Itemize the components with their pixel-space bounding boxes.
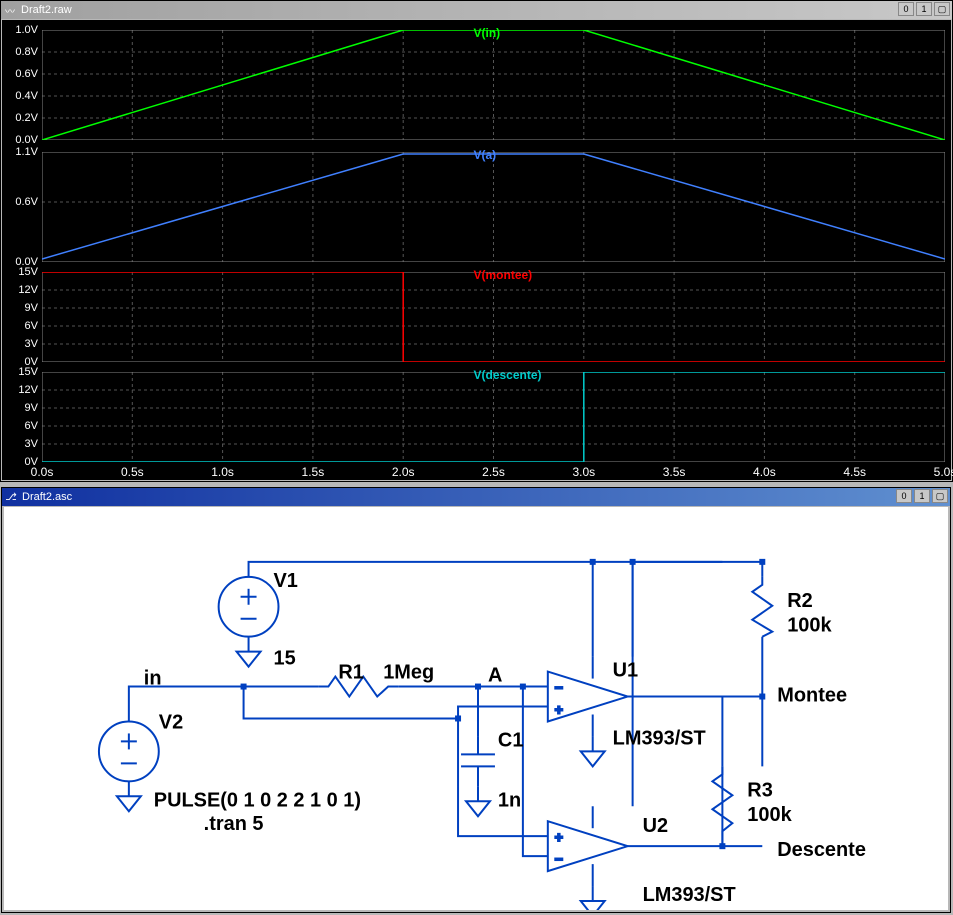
waveform-pane[interactable] <box>42 152 947 262</box>
y-axis-tick: 12V <box>2 284 38 296</box>
x-axis-tick: 4.0s <box>753 465 776 479</box>
x-axis-tick: 0.5s <box>121 465 144 479</box>
y-axis-tick: 0.6V <box>2 196 38 208</box>
schematic-canvas[interactable]: − + + − V1 15 V2 <box>4 507 948 910</box>
y-axis-tick: 12V <box>2 384 38 396</box>
label-v1: V1 <box>274 570 298 592</box>
x-axis-tick: 3.5s <box>663 465 686 479</box>
waveform-btn-max[interactable]: ▢ <box>934 2 950 16</box>
y-axis-tick: 0.0V <box>2 134 38 146</box>
ground-icon <box>117 652 605 910</box>
label-r2-val: 100k <box>787 615 832 637</box>
component-v2[interactable] <box>99 721 159 781</box>
netlabel-descente: Descente <box>777 839 866 861</box>
svg-text:−: − <box>555 851 563 867</box>
x-axis-tick: 2.5s <box>482 465 505 479</box>
component-v1[interactable] <box>219 577 279 637</box>
trace-label[interactable]: V(montee) <box>474 268 533 282</box>
waveform-app-icon: 〰 <box>3 3 17 17</box>
y-axis-tick: 15V <box>2 366 38 378</box>
label-c1-val: 1n <box>498 789 521 811</box>
waveform-btn-1[interactable]: 1 <box>916 2 932 16</box>
label-u2: U2 <box>643 815 669 837</box>
x-axis-tick: 1.5s <box>302 465 325 479</box>
y-axis-tick: 9V <box>2 302 38 314</box>
netlabel-in: in <box>144 668 162 690</box>
schematic-btn-max[interactable]: ▢ <box>932 489 948 503</box>
schematic-titlebar[interactable]: ⎇ Draft2.asc 0 1 ▢ <box>2 488 950 506</box>
label-r3-val: 100k <box>747 804 792 826</box>
waveform-title-text: Draft2.raw <box>21 4 72 16</box>
y-axis-tick: 6V <box>2 320 38 332</box>
schematic-labels: V1 15 V2 PULSE(0 1 0 2 2 1 0 1) .tran 5 … <box>144 570 866 906</box>
label-v1-val: 15 <box>274 648 296 670</box>
waveform-plot-area[interactable]: V(in)0.0V0.2V0.4V0.6V0.8V1.0VV(a)0.0V0.6… <box>2 20 951 480</box>
y-axis-tick: 3V <box>2 438 38 450</box>
x-axis-tick: 1.0s <box>211 465 234 479</box>
label-r3: R3 <box>747 779 773 801</box>
label-r2: R2 <box>787 590 813 612</box>
y-axis-tick: 0.6V <box>2 68 38 80</box>
label-directive: .tran 5 <box>204 813 264 835</box>
y-axis-tick: 0.8V <box>2 46 38 58</box>
trace-label[interactable]: V(in) <box>474 26 501 40</box>
svg-text:+: + <box>555 829 563 845</box>
netlabel-montee: Montee <box>777 685 847 707</box>
y-axis-tick: 3V <box>2 338 38 350</box>
schematic-btn-1[interactable]: 1 <box>914 489 930 503</box>
waveform-pane[interactable] <box>42 272 947 362</box>
label-u1: U1 <box>613 660 639 682</box>
svg-text:−: − <box>555 680 563 696</box>
y-axis-tick: 1.0V <box>2 24 38 36</box>
waveform-titlebar[interactable]: 〰 Draft2.raw 0 1 ▢ <box>1 1 952 19</box>
x-axis-tick: 4.5s <box>843 465 866 479</box>
svg-text:+: + <box>555 701 563 717</box>
label-u2-model: LM393/ST <box>643 884 736 906</box>
schematic-window: ⎇ Draft2.asc 0 1 ▢ <box>1 487 951 913</box>
trace-label[interactable]: V(descente) <box>474 368 542 382</box>
component-u2[interactable]: + − <box>548 806 628 886</box>
waveform-pane[interactable] <box>42 372 947 462</box>
label-r1: R1 <box>338 662 364 684</box>
label-r1-val: 1Meg <box>383 662 434 684</box>
waveform-btn-0[interactable]: 0 <box>898 2 914 16</box>
schematic-title-text: Draft2.asc <box>22 491 72 503</box>
waveform-window: 〰 Draft2.raw 0 1 ▢ V(in) 0.0V 0.2V 0.4V 0.6V… <box>0 0 953 482</box>
y-axis-tick: 9V <box>2 402 38 414</box>
label-c1: C1 <box>498 729 524 751</box>
schematic-btn-0[interactable]: 0 <box>896 489 912 503</box>
x-axis-tick: 3.0s <box>572 465 595 479</box>
component-c1[interactable] <box>461 736 495 786</box>
netlabel-a: A <box>488 665 502 687</box>
label-v2: V2 <box>159 711 183 733</box>
x-axis-tick: 2.0s <box>392 465 415 479</box>
trace-label[interactable]: V(a) <box>474 148 497 162</box>
schematic-app-icon: ⎇ <box>4 490 18 504</box>
y-axis-tick: 15V <box>2 266 38 278</box>
y-axis-tick: 0.2V <box>2 112 38 124</box>
y-axis-tick: 6V <box>2 420 38 432</box>
label-v2-val: PULSE(0 1 0 2 2 1 0 1) <box>154 789 361 811</box>
waveform-pane[interactable] <box>42 30 947 140</box>
component-r2[interactable] <box>752 577 772 637</box>
x-axis-tick: 5.0s <box>934 465 953 479</box>
x-axis-tick: 0.0s <box>31 465 54 479</box>
label-u1-model: LM393/ST <box>613 727 706 749</box>
y-axis-tick: 1.1V <box>2 146 38 158</box>
y-axis-tick: 0.4V <box>2 90 38 102</box>
